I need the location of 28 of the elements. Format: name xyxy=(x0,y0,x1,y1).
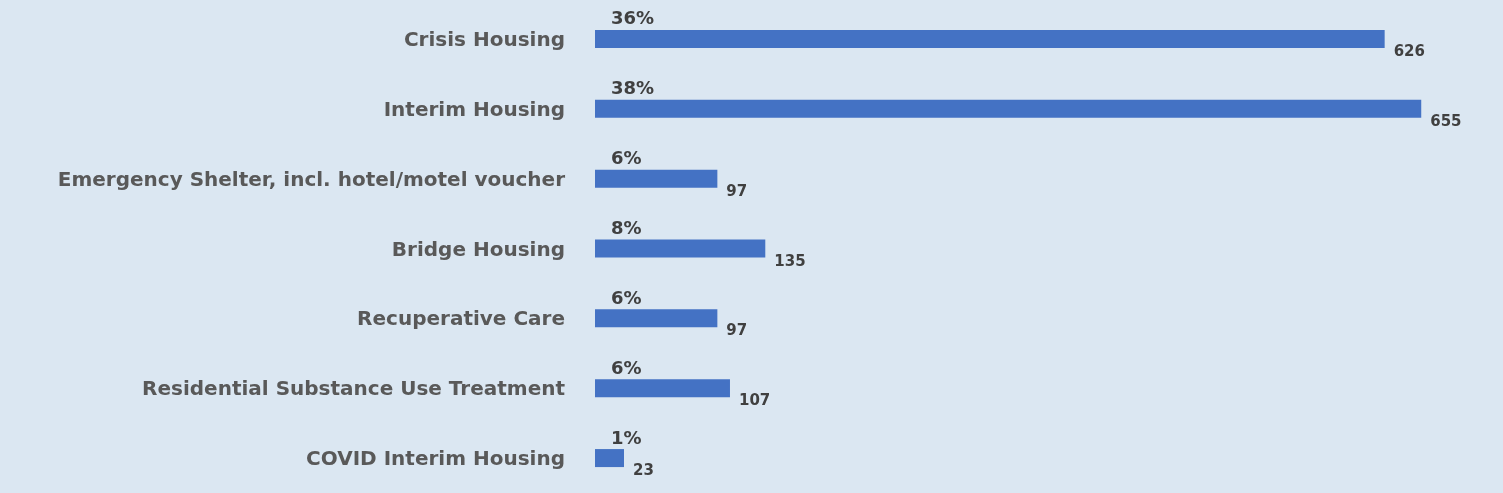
bar xyxy=(595,449,625,468)
bar xyxy=(595,169,718,188)
y-tick-label: Bridge Housing xyxy=(391,236,565,261)
annotation: 36% xyxy=(611,7,655,29)
y-tick-label: COVID Interim Housing xyxy=(306,446,565,471)
data-label: 135 xyxy=(774,251,806,270)
data-label: 655 xyxy=(1430,111,1462,130)
y-tick-label: Crisis Housing xyxy=(403,26,565,51)
annotation: 6% xyxy=(611,286,642,308)
bar xyxy=(595,99,1422,118)
annotation: 6% xyxy=(611,147,642,169)
annotation: 1% xyxy=(611,426,642,448)
data-label: 97 xyxy=(726,321,748,340)
data-label: 97 xyxy=(726,181,748,200)
annotation: 8% xyxy=(611,217,642,238)
annotation: 6% xyxy=(611,356,642,378)
annotation: 38% xyxy=(611,77,655,99)
y-tick-label: Residential Substance Use Treatment xyxy=(142,376,566,401)
data-label: 23 xyxy=(633,461,654,480)
y-tick-label: Recuperative Care xyxy=(357,306,565,331)
bar xyxy=(595,239,766,258)
y-tick-label: Interim Housing xyxy=(383,96,565,121)
bar xyxy=(595,379,730,398)
y-tick-label: Emergency Shelter, incl. hotel/motel voucher xyxy=(57,166,566,191)
data-label: 107 xyxy=(738,391,771,410)
bar xyxy=(595,29,1385,48)
bar xyxy=(595,309,718,328)
data-label: 626 xyxy=(1393,41,1425,60)
